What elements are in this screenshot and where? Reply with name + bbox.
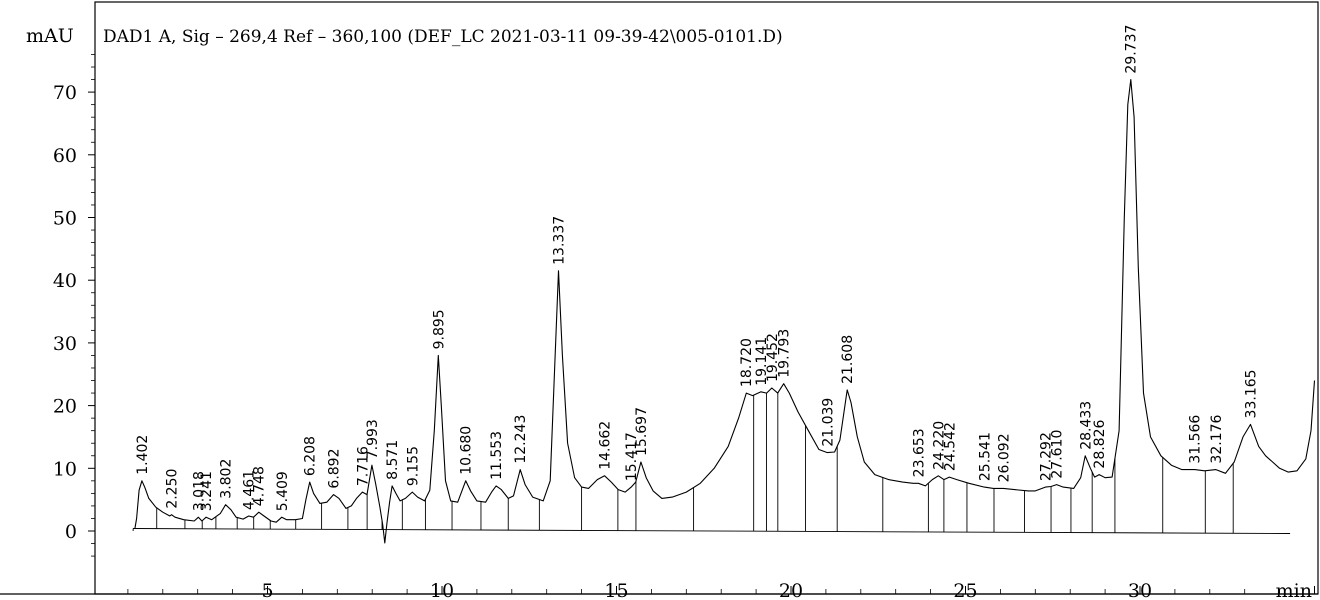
y-tick-label: 50 [53, 208, 77, 230]
peak-label: 19.141 [754, 337, 770, 386]
peak-label: 10.680 [459, 426, 475, 475]
peak-label: 9.895 [431, 309, 447, 349]
x-tick-label: 5 [261, 580, 273, 600]
peak-label: 33.165 [1244, 369, 1260, 418]
peak-label: 27.292 [1039, 432, 1055, 481]
x-tick-label: 30 [1128, 580, 1152, 600]
peak-label: 14.662 [598, 421, 614, 470]
peak-label: 2.250 [164, 469, 180, 509]
peak-label: 28.826 [1092, 419, 1108, 468]
y-tick-label: 30 [53, 333, 77, 355]
peak-label: 19.452 [765, 333, 781, 382]
peak-label: 4.461 [242, 470, 258, 510]
peak-label: 7.716 [355, 446, 371, 486]
peak-label: 9.155 [406, 446, 422, 486]
peak-label: 26.092 [997, 433, 1013, 482]
peak-label: 15.417 [624, 432, 640, 481]
peak-label: 3.802 [219, 459, 235, 499]
y-tick-label: 0 [65, 521, 77, 543]
peak-label: 3.241 [199, 471, 215, 511]
peak-label: 28.433 [1078, 401, 1094, 450]
peak-label: 6.208 [303, 436, 319, 476]
peak-label: 7.993 [365, 419, 381, 459]
peak-label: 1.402 [135, 435, 151, 475]
peak-label: 25.541 [977, 432, 993, 481]
y-tick-label: 10 [53, 458, 77, 480]
signal-trace [134, 79, 1316, 544]
y-tick-label: 70 [53, 82, 77, 104]
peak-label: 32.176 [1209, 414, 1225, 463]
peak-label: 18.720 [739, 338, 755, 387]
peak-label: 6.892 [327, 448, 343, 488]
peak-label: 15.697 [634, 407, 650, 456]
peak-label: 12.243 [513, 415, 529, 464]
peak-label: 24.220 [931, 421, 947, 470]
y-tick-label: 20 [53, 396, 77, 418]
peak-label: 31.566 [1188, 415, 1204, 464]
peak-label: 21.039 [820, 398, 836, 447]
x-tick-label: 15 [604, 580, 628, 600]
integration-baseline [133, 528, 1291, 534]
y-tick-label: 40 [53, 270, 77, 292]
peak-label: 23.653 [912, 428, 928, 477]
chart-title: DAD1 A, Sig – 269,4 Ref – 360,100 (DEF_L… [103, 27, 783, 47]
peak-label: 8.571 [385, 440, 401, 480]
peak-label: 4.748 [252, 466, 268, 506]
x-axis-label: min [1276, 580, 1312, 600]
x-tick-label: 20 [779, 580, 803, 600]
y-axis-label: mAU [26, 25, 74, 47]
x-tick-label: 25 [953, 580, 977, 600]
peak-label: 13.337 [551, 216, 567, 265]
peak-label: 27.610 [1050, 430, 1066, 479]
peak-label: 24.542 [942, 422, 958, 471]
y-tick-label: 60 [53, 145, 77, 167]
peak-label: 11.553 [489, 431, 505, 480]
x-tick-label: 10 [430, 580, 454, 600]
peak-label: 19.793 [777, 329, 793, 378]
peak-label: 5.409 [275, 471, 291, 511]
peak-label: 21.608 [840, 335, 856, 384]
peak-label: 3.018 [191, 471, 207, 511]
peak-label: 29.737 [1124, 25, 1140, 74]
